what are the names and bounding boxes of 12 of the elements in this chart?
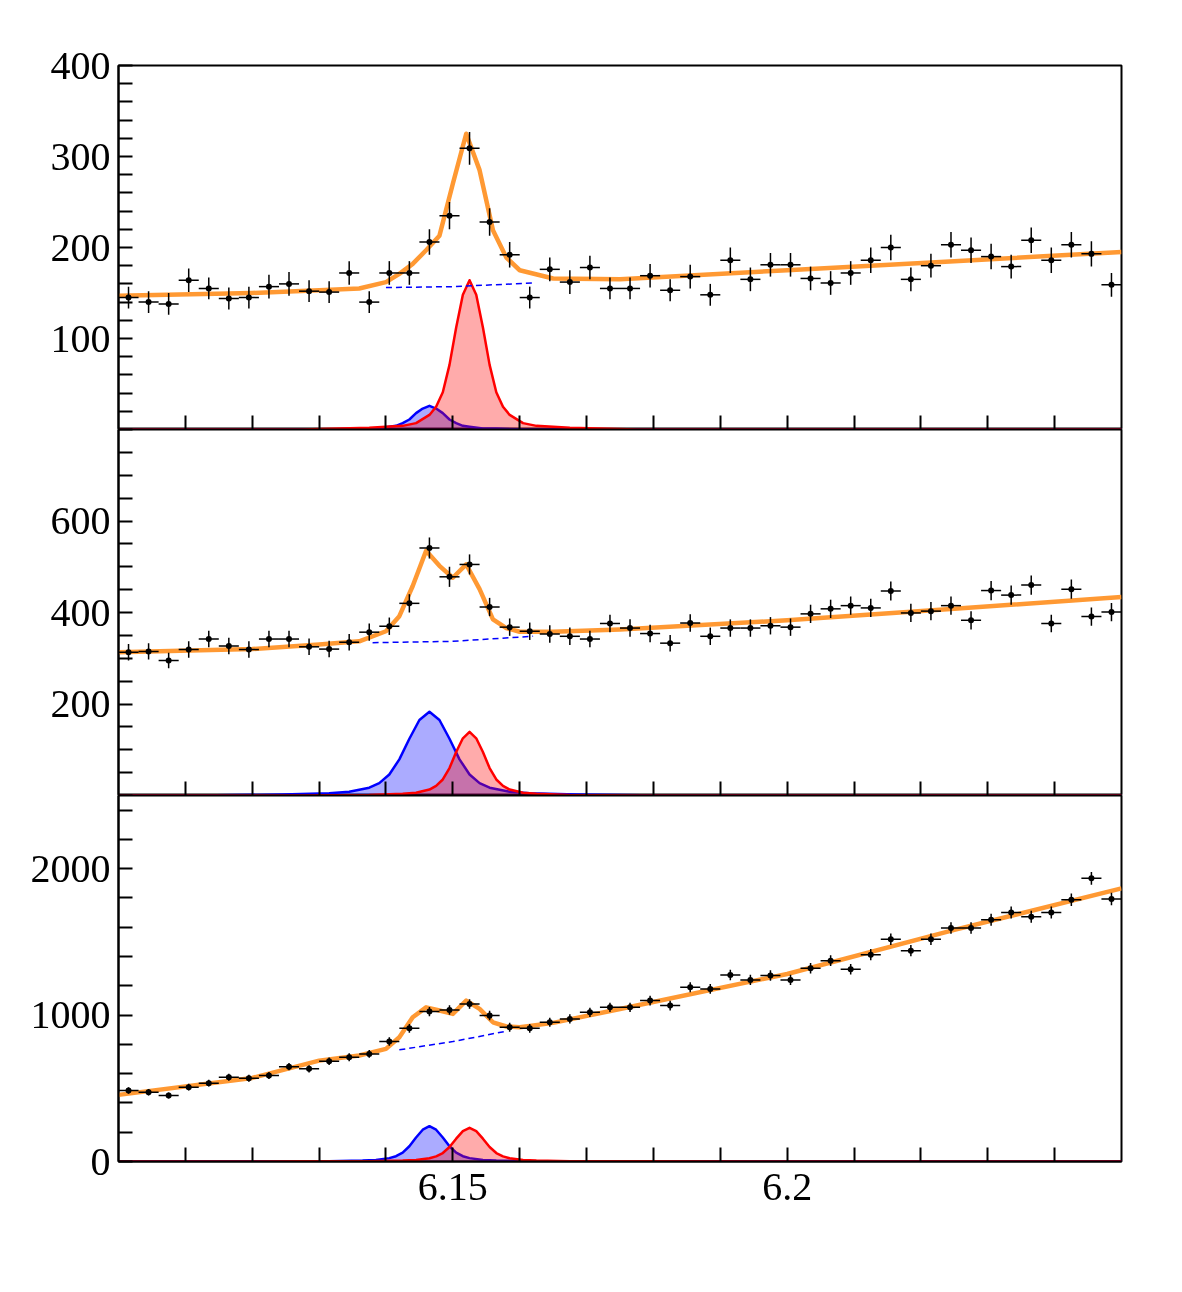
y-tick-label: 200 — [50, 681, 111, 726]
y-tick-label: 300 — [50, 133, 111, 179]
y-tick-label: 400 — [50, 42, 111, 88]
y-tick-label: 600 — [50, 498, 111, 543]
y-tick-label: 2000 — [30, 845, 111, 891]
x-tick-label: 6.15 — [417, 1163, 488, 1209]
y-tick-label: 0 — [90, 1138, 111, 1184]
y-tick-label: 1000 — [30, 992, 111, 1038]
y-tick-label: 100 — [50, 315, 111, 361]
y-tick-label: 200 — [50, 224, 111, 270]
x-tick-label: 6.2 — [762, 1163, 813, 1209]
y-tick-label: 400 — [50, 589, 111, 635]
